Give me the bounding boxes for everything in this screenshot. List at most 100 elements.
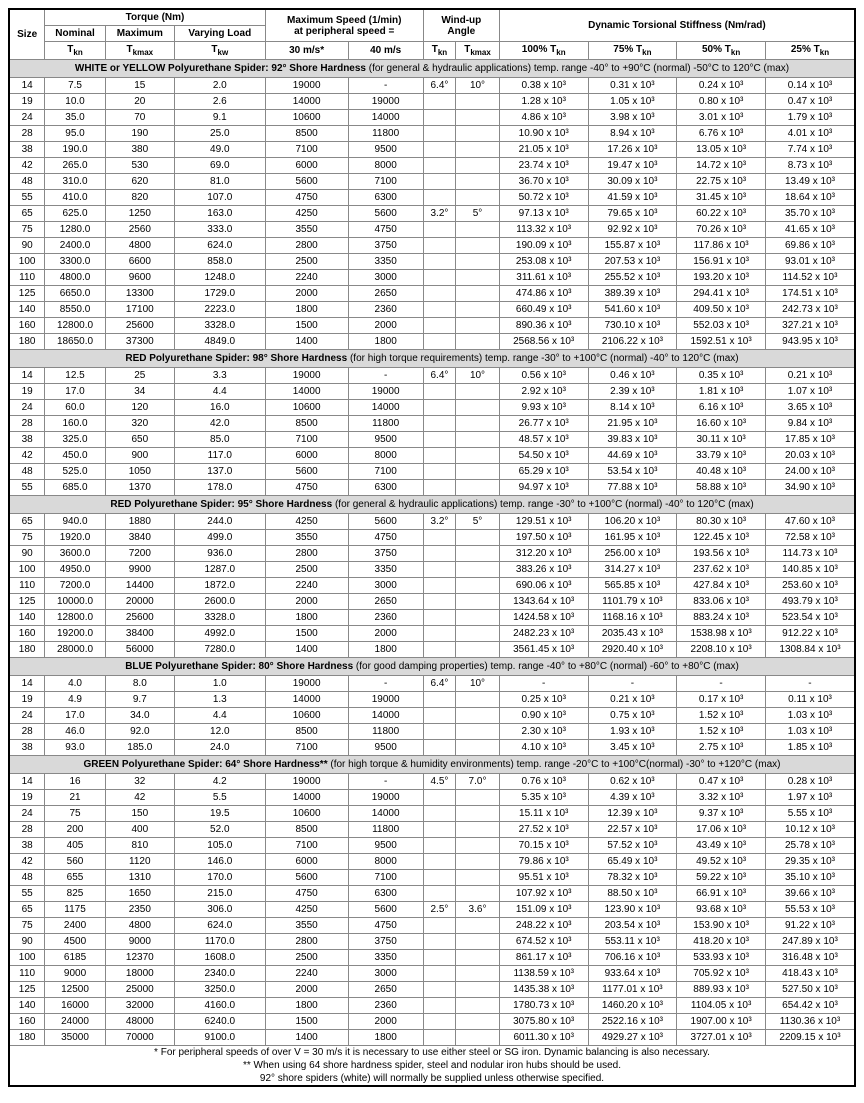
table-cell: 91.22 x 10³ — [765, 918, 855, 934]
table-cell: 6000 — [265, 158, 348, 174]
hdr-tkn: Tkn — [45, 42, 105, 60]
table-cell: 90 — [9, 546, 45, 562]
table-cell: 8000 — [348, 448, 423, 464]
table-cell: 418.20 x 10³ — [677, 934, 766, 950]
table-cell: 242.73 x 10³ — [765, 302, 855, 318]
table-cell: 48 — [9, 870, 45, 886]
table-cell: 2240 — [265, 966, 348, 982]
table-cell: 9900 — [105, 562, 174, 578]
table-cell: 3350 — [348, 950, 423, 966]
table-cell: 16000 — [45, 998, 105, 1014]
table-cell — [456, 530, 500, 546]
table-row: 1003300.06600858.025003350253.08 x 10³20… — [9, 254, 855, 270]
table-cell — [456, 480, 500, 496]
table-cell: 2400 — [45, 918, 105, 934]
table-cell — [423, 384, 455, 400]
table-cell: 13300 — [105, 286, 174, 302]
table-cell: 1500 — [265, 318, 348, 334]
table-row: 18028000.0560007280.0140018003561.45 x 1… — [9, 642, 855, 658]
table-cell: 180 — [9, 642, 45, 658]
table-cell: 565.85 x 10³ — [588, 578, 677, 594]
table-row: 1910.0202.614000190001.28 x 10³1.05 x 10… — [9, 94, 855, 110]
table-cell: 21.95 x 10³ — [588, 416, 677, 432]
table-cell: 2400.0 — [45, 238, 105, 254]
hdr-maxspeed-group: Maximum Speed (1/min) at peripheral spee… — [265, 9, 423, 42]
table-cell: 106.20 x 10³ — [588, 514, 677, 530]
table-cell: 1780.73 x 10³ — [499, 998, 588, 1014]
table-cell: 174.51 x 10³ — [765, 286, 855, 302]
table-cell — [456, 464, 500, 480]
table-cell: 4849.0 — [174, 334, 265, 350]
table-cell: 1.52 x 10³ — [677, 724, 766, 740]
table-cell — [423, 174, 455, 190]
table-cell: 9000 — [105, 934, 174, 950]
table-cell: 8550.0 — [45, 302, 105, 318]
table-cell: - — [348, 78, 423, 94]
table-cell: 4.5° — [423, 774, 455, 790]
table-cell — [456, 416, 500, 432]
table-cell: 1500 — [265, 1014, 348, 1030]
table-cell: 883.24 x 10³ — [677, 610, 766, 626]
table-row: 1917.0344.414000190002.92 x 10³2.39 x 10… — [9, 384, 855, 400]
table-cell: 3.98 x 10³ — [588, 110, 677, 126]
table-cell: 1650 — [105, 886, 174, 902]
table-cell: 1.0 — [174, 676, 265, 692]
table-cell: 4750 — [265, 886, 348, 902]
table-cell: 19 — [9, 790, 45, 806]
table-cell: 65 — [9, 514, 45, 530]
table-cell: 12800.0 — [45, 318, 105, 334]
table-cell: 65.29 x 10³ — [499, 464, 588, 480]
table-cell: 3750 — [348, 238, 423, 254]
table-cell — [456, 334, 500, 350]
table-cell: 193.56 x 10³ — [677, 546, 766, 562]
table-cell — [423, 610, 455, 626]
table-cell: 533.93 x 10³ — [677, 950, 766, 966]
table-cell: 7.0° — [456, 774, 500, 790]
table-cell: 10.90 x 10³ — [499, 126, 588, 142]
table-cell — [456, 934, 500, 950]
hdr-windup-tkmax: Tkmax — [456, 42, 500, 60]
table-cell: 14000 — [348, 806, 423, 822]
table-cell: 18.64 x 10³ — [765, 190, 855, 206]
table-cell: 247.89 x 10³ — [765, 934, 855, 950]
table-cell: 16.0 — [174, 400, 265, 416]
table-cell: 2.0 — [174, 78, 265, 94]
table-cell: 90 — [9, 238, 45, 254]
table-cell: 10600 — [265, 400, 348, 416]
table-cell: 38 — [9, 142, 45, 158]
table-cell: 3000 — [348, 270, 423, 286]
table-cell: 306.0 — [174, 902, 265, 918]
table-cell: 6650.0 — [45, 286, 105, 302]
table-cell: 3.32 x 10³ — [677, 790, 766, 806]
table-cell: 6600 — [105, 254, 174, 270]
table-cell: 48 — [9, 464, 45, 480]
table-cell: 936.0 — [174, 546, 265, 562]
table-cell: 1120 — [105, 854, 174, 870]
table-row: 2460.012016.010600140009.93 x 10³8.14 x … — [9, 400, 855, 416]
table-cell: 2482.23 x 10³ — [499, 626, 588, 642]
table-cell: 624.0 — [174, 238, 265, 254]
table-cell: 1.81 x 10³ — [677, 384, 766, 400]
table-cell: 60.0 — [45, 400, 105, 416]
table-row: 1006185123701608.025003350861.17 x 10³70… — [9, 950, 855, 966]
table-cell: 2800 — [265, 238, 348, 254]
footnote-row: 92° shore spiders (white) will normally … — [9, 1072, 855, 1086]
table-cell — [423, 480, 455, 496]
table-cell: 2.75 x 10³ — [677, 740, 766, 756]
table-cell: 3840 — [105, 530, 174, 546]
hdr-nominal: Nominal — [45, 26, 105, 42]
table-cell: 4992.0 — [174, 626, 265, 642]
table-cell: 21 — [45, 790, 105, 806]
table-cell: 1101.79 x 10³ — [588, 594, 677, 610]
table-cell: 4160.0 — [174, 998, 265, 1014]
table-cell: 97.13 x 10³ — [499, 206, 588, 222]
table-row: 751920.03840499.035504750197.50 x 10³161… — [9, 530, 855, 546]
table-cell — [456, 966, 500, 982]
table-cell: 146.0 — [174, 854, 265, 870]
table-cell: 933.64 x 10³ — [588, 966, 677, 982]
table-cell: 42 — [9, 158, 45, 174]
table-cell: 197.50 x 10³ — [499, 530, 588, 546]
table-cell — [423, 594, 455, 610]
table-cell: 10° — [456, 676, 500, 692]
table-cell: 530 — [105, 158, 174, 174]
